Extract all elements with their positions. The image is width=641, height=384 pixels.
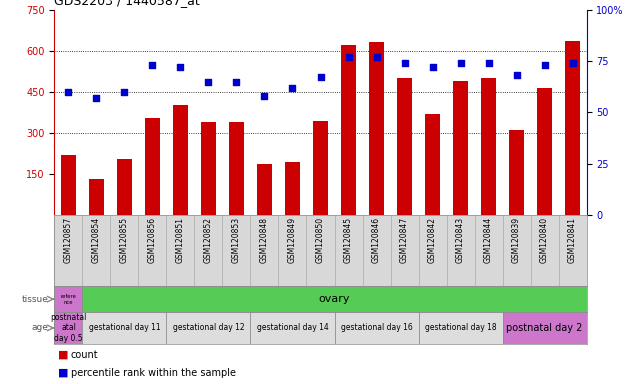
Text: GSM120842: GSM120842 <box>428 217 437 263</box>
Bar <box>257 164 272 215</box>
Bar <box>503 312 587 344</box>
Bar <box>341 45 356 215</box>
Text: refere
nce: refere nce <box>60 294 76 305</box>
Point <box>512 72 522 78</box>
Text: GSM120857: GSM120857 <box>64 217 73 263</box>
Point <box>483 60 494 66</box>
Point <box>92 95 102 101</box>
Text: GSM120846: GSM120846 <box>372 217 381 263</box>
Text: GSM120843: GSM120843 <box>456 217 465 263</box>
Text: GSM120854: GSM120854 <box>92 217 101 263</box>
Text: GSM120840: GSM120840 <box>540 217 549 263</box>
Bar <box>173 106 188 215</box>
Bar <box>565 41 580 215</box>
Bar <box>54 312 83 344</box>
Point <box>176 64 186 70</box>
Bar <box>83 286 587 312</box>
Bar <box>425 114 440 215</box>
Text: ovary: ovary <box>319 294 350 304</box>
Bar <box>145 118 160 215</box>
Text: tissue: tissue <box>21 295 48 304</box>
Text: GSM120839: GSM120839 <box>512 217 521 263</box>
Text: GSM120844: GSM120844 <box>484 217 493 263</box>
Point <box>315 74 326 81</box>
Text: GSM120849: GSM120849 <box>288 217 297 263</box>
Bar <box>285 162 300 215</box>
Point <box>260 93 270 99</box>
Point <box>287 84 297 91</box>
Text: GSM120855: GSM120855 <box>120 217 129 263</box>
Bar <box>509 130 524 215</box>
Point <box>399 60 410 66</box>
Bar <box>61 155 76 215</box>
Point <box>203 78 213 84</box>
Text: GSM120850: GSM120850 <box>316 217 325 263</box>
Point <box>455 60 465 66</box>
Text: GSM120847: GSM120847 <box>400 217 409 263</box>
Point <box>567 60 578 66</box>
Point <box>344 54 354 60</box>
Text: GSM120853: GSM120853 <box>232 217 241 263</box>
Text: gestational day 12: gestational day 12 <box>172 323 244 333</box>
Point <box>428 64 438 70</box>
Point <box>147 62 158 68</box>
Text: GDS2203 / 1440587_at: GDS2203 / 1440587_at <box>54 0 200 7</box>
Point <box>231 78 242 84</box>
Bar <box>54 286 83 312</box>
Bar <box>397 78 412 215</box>
Bar <box>251 312 335 344</box>
Text: count: count <box>71 350 98 360</box>
Text: GSM120851: GSM120851 <box>176 217 185 263</box>
Bar <box>537 88 552 215</box>
Text: postnatal
atal
day 0.5: postnatal atal day 0.5 <box>50 313 87 343</box>
Bar <box>419 312 503 344</box>
Bar <box>229 122 244 215</box>
Text: postnatal day 2: postnatal day 2 <box>506 323 583 333</box>
Text: gestational day 18: gestational day 18 <box>425 323 496 333</box>
Text: GSM120841: GSM120841 <box>568 217 577 263</box>
Point <box>539 62 549 68</box>
Bar <box>117 159 132 215</box>
Bar <box>201 122 216 215</box>
Bar <box>89 179 104 215</box>
Text: gestational day 11: gestational day 11 <box>88 323 160 333</box>
Text: GSM120852: GSM120852 <box>204 217 213 263</box>
Text: age: age <box>31 323 48 333</box>
Text: gestational day 14: gestational day 14 <box>256 323 328 333</box>
Text: percentile rank within the sample: percentile rank within the sample <box>71 368 235 378</box>
Bar <box>83 312 167 344</box>
Bar <box>335 312 419 344</box>
Text: GSM120856: GSM120856 <box>148 217 157 263</box>
Text: ■: ■ <box>58 350 68 360</box>
Bar <box>369 43 384 215</box>
Text: ■: ■ <box>58 368 68 378</box>
Point <box>119 89 129 95</box>
Point <box>63 89 74 95</box>
Point <box>371 54 381 60</box>
Bar <box>481 78 496 215</box>
Text: gestational day 16: gestational day 16 <box>340 323 412 333</box>
Bar <box>313 121 328 215</box>
Bar <box>167 312 251 344</box>
Text: GSM120845: GSM120845 <box>344 217 353 263</box>
Bar <box>453 81 468 215</box>
Text: GSM120848: GSM120848 <box>260 217 269 263</box>
